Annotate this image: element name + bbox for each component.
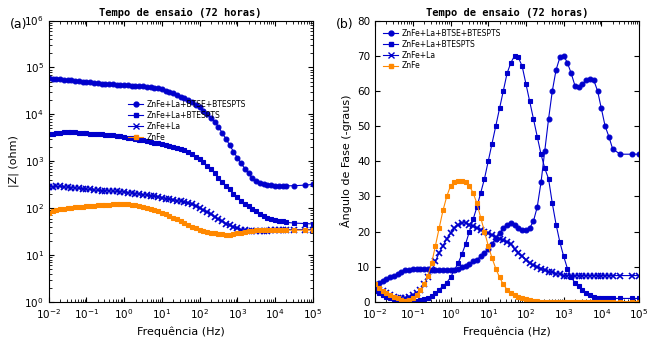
- X-axis label: Frequência (Hz): Frequência (Hz): [137, 326, 225, 337]
- Title: Tempo de ensaio (72 horas): Tempo de ensaio (72 horas): [99, 8, 262, 18]
- Legend: ZnFe+La+BTSE+BTESPTS, ZnFe+La+BTESPTS, ZnFe+La, ZnFe: ZnFe+La+BTSE+BTESPTS, ZnFe+La+BTESPTS, Z…: [126, 99, 247, 144]
- Title: Tempo de ensaio (72 horas): Tempo de ensaio (72 horas): [426, 8, 588, 18]
- Text: (a): (a): [10, 18, 28, 31]
- Text: (b): (b): [336, 18, 354, 31]
- X-axis label: Frequência (Hz): Frequência (Hz): [463, 326, 551, 337]
- Y-axis label: |Z| (ohm): |Z| (ohm): [9, 135, 19, 187]
- Y-axis label: Ângulo de Fase (-graus): Ângulo de Fase (-graus): [340, 95, 351, 227]
- Legend: ZnFe+La+BTSE+BTESPTS, ZnFe+La+BTESPTS, ZnFe+La, ZnFe: ZnFe+La+BTSE+BTESPTS, ZnFe+La+BTESPTS, Z…: [382, 27, 503, 72]
